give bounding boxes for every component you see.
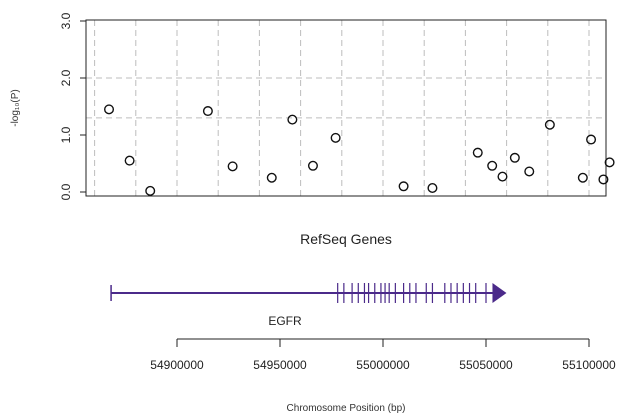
data-point (524, 166, 535, 177)
gene-track-title: RefSeq Genes (300, 231, 392, 247)
data-point (287, 114, 298, 125)
data-point (398, 181, 409, 192)
data-point (509, 152, 520, 163)
data-point (330, 132, 341, 143)
data-point (577, 172, 588, 183)
data-point (586, 134, 597, 145)
gene-label: EGFR (268, 314, 302, 328)
x-axis: 54900000 54950000 55000000 55050000 55100000 (150, 338, 616, 372)
scatter-points (104, 104, 615, 196)
egfr-gene-track (110, 283, 507, 303)
data-point (472, 147, 483, 158)
data-point (487, 160, 498, 171)
y-axis-label: -log₁₀(P) (10, 89, 21, 127)
y-tick-label: 2.0 (59, 69, 73, 86)
x-tick-label: 54900000 (150, 358, 204, 372)
data-point (145, 185, 156, 196)
data-point (307, 160, 318, 171)
x-axis-label: Chromosome Position (bp) (287, 403, 406, 414)
vertical-grid-lines (94, 20, 590, 196)
data-point (202, 106, 213, 117)
x-tick-label: 54950000 (253, 358, 307, 372)
horizontal-dashed-lines (86, 77, 606, 119)
gene-direction-arrow (492, 283, 507, 303)
data-point (104, 104, 115, 115)
y-axis: 0.0 1.0 2.0 3.0 (59, 12, 86, 200)
x-tick-label: 55100000 (562, 358, 616, 372)
x-tick-label: 55050000 (459, 358, 513, 372)
data-point (427, 183, 438, 194)
y-tick-label: 0.0 (59, 183, 73, 200)
plot-frame (85, 19, 607, 197)
data-point (598, 174, 609, 185)
data-point (124, 155, 135, 166)
data-point (266, 172, 277, 183)
data-point (544, 119, 555, 130)
x-tick-label: 55000000 (356, 358, 410, 372)
data-point (227, 161, 238, 172)
data-point (604, 157, 615, 168)
y-tick-label: 3.0 (59, 12, 73, 29)
data-point (497, 171, 508, 182)
y-tick-label: 1.0 (59, 126, 73, 143)
